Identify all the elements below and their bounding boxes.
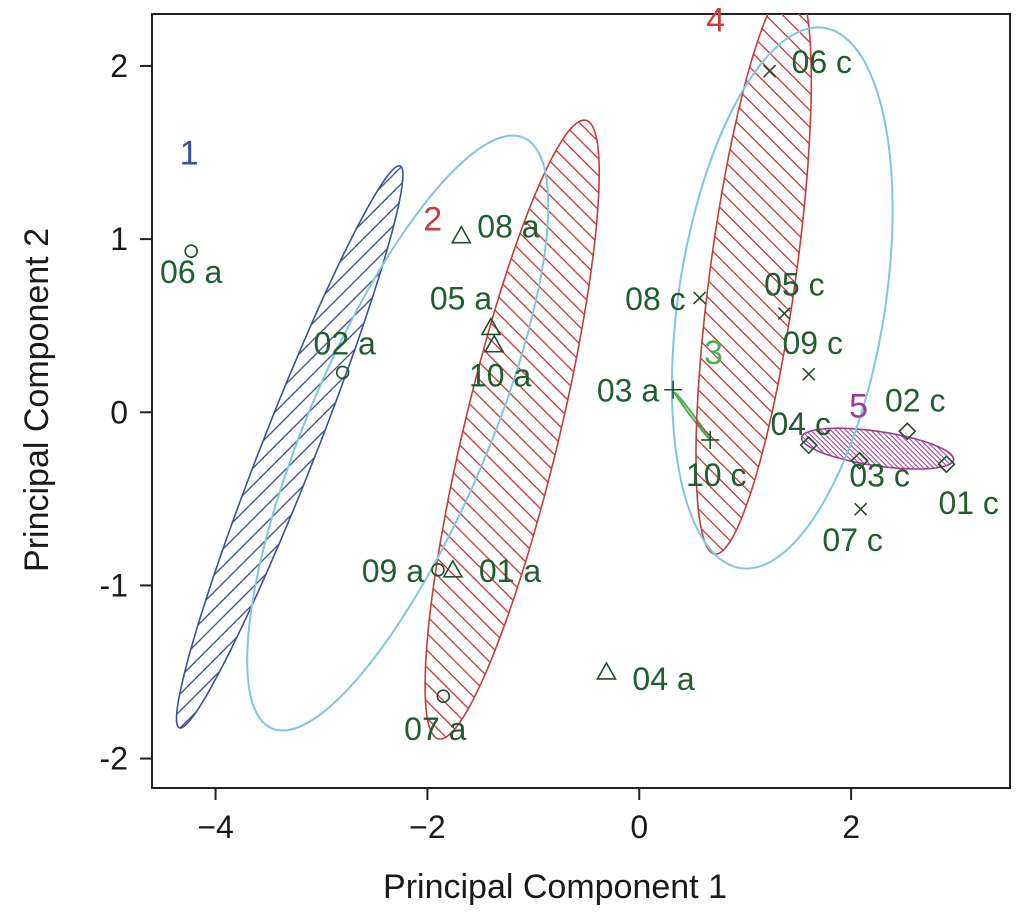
point-label-05-a: 05 a	[430, 280, 492, 316]
cluster-1-label: 1	[180, 135, 199, 173]
a-group-ellipse	[246, 134, 550, 732]
point-10-a-marker	[483, 334, 505, 353]
point-07-c-marker	[854, 502, 868, 516]
point-label-04-a: 04 a	[632, 661, 694, 697]
point-08-a-marker	[450, 225, 472, 244]
point-10-c-marker	[701, 430, 720, 449]
cluster-2-label: 2	[423, 200, 442, 238]
y-axis-label: Principal Component 2	[18, 228, 56, 572]
x-tick-label: −2	[409, 809, 445, 845]
point-label-01-c: 01 c	[938, 485, 998, 521]
point-01-c-marker	[937, 455, 956, 474]
group-ellipses	[246, 26, 894, 732]
x-tick-label: −4	[197, 809, 233, 845]
point-label-07-a: 07 a	[404, 711, 466, 747]
axes: −4 −2 0 2 2 1 0 -1 -2	[100, 48, 860, 845]
cluster-5-label: 5	[849, 387, 868, 425]
point-01-a-marker	[442, 559, 464, 578]
x-axis-label: Principal Component 1	[383, 868, 727, 906]
point-label-03-c: 03 c	[849, 458, 909, 494]
point-label-08-a: 08 a	[477, 209, 539, 245]
point-05-c-marker	[777, 306, 791, 321]
x-tick-label: 2	[842, 809, 860, 845]
point-06-c-marker	[762, 64, 777, 78]
cluster-4-hatch	[696, 14, 812, 555]
point-03-a-marker	[664, 380, 683, 399]
cluster-1-ellipse	[175, 165, 404, 729]
point-09-c-marker	[802, 367, 816, 381]
point-08-c-marker	[693, 291, 707, 305]
point-label-01-a: 01 a	[479, 553, 541, 589]
point-06-a-marker	[184, 244, 198, 259]
point-label-02-c: 02 c	[885, 382, 945, 418]
point-label-03-a: 03 a	[597, 373, 659, 409]
point-label-10-a: 10 a	[469, 358, 531, 394]
point-label-04-c: 04 c	[770, 406, 830, 442]
point-label-08-c: 08 c	[625, 281, 685, 317]
point-09-a-marker	[431, 563, 445, 577]
x-tick-label: 0	[630, 809, 648, 845]
point-07-a-marker	[436, 689, 451, 704]
cluster-2-ellipse	[424, 119, 600, 740]
cluster-3-ellipse	[673, 391, 711, 440]
point-label-09-c: 09 c	[782, 325, 842, 361]
y-tick-label: 2	[110, 48, 128, 84]
cluster-5-ellipse	[800, 427, 955, 470]
y-tick-label: 1	[110, 221, 128, 257]
point-02-c-marker	[898, 422, 917, 441]
point-label-10-c: 10 c	[686, 457, 746, 493]
cluster-4-label: 4	[706, 1, 725, 39]
point-label-07-c: 07 c	[822, 522, 882, 558]
point-05-a-marker	[480, 316, 502, 336]
data-points: 1 2 3 4 5 06 a 02 a 09 a 07 a 08 a 05 a 10 a 01 a 04 …	[160, 1, 999, 747]
point-label-06-a: 06 a	[160, 254, 222, 290]
point-label-09-a: 09 a	[362, 553, 424, 589]
y-tick-label: -1	[100, 567, 128, 603]
point-04-a-marker	[596, 661, 617, 680]
point-label-02-a: 02 a	[314, 325, 376, 361]
y-tick-label: 0	[110, 394, 128, 430]
point-label-06-c: 06 c	[792, 44, 852, 80]
cluster-3-label: 3	[704, 334, 723, 372]
point-label-05-c: 05 c	[764, 267, 824, 303]
point-03-c-marker	[850, 451, 869, 470]
point-04-c-marker	[799, 436, 818, 455]
plot-frame	[151, 13, 1011, 789]
y-tick-label: -2	[100, 741, 128, 777]
c-group-ellipse	[670, 26, 894, 570]
point-02-a-marker	[335, 365, 350, 380]
